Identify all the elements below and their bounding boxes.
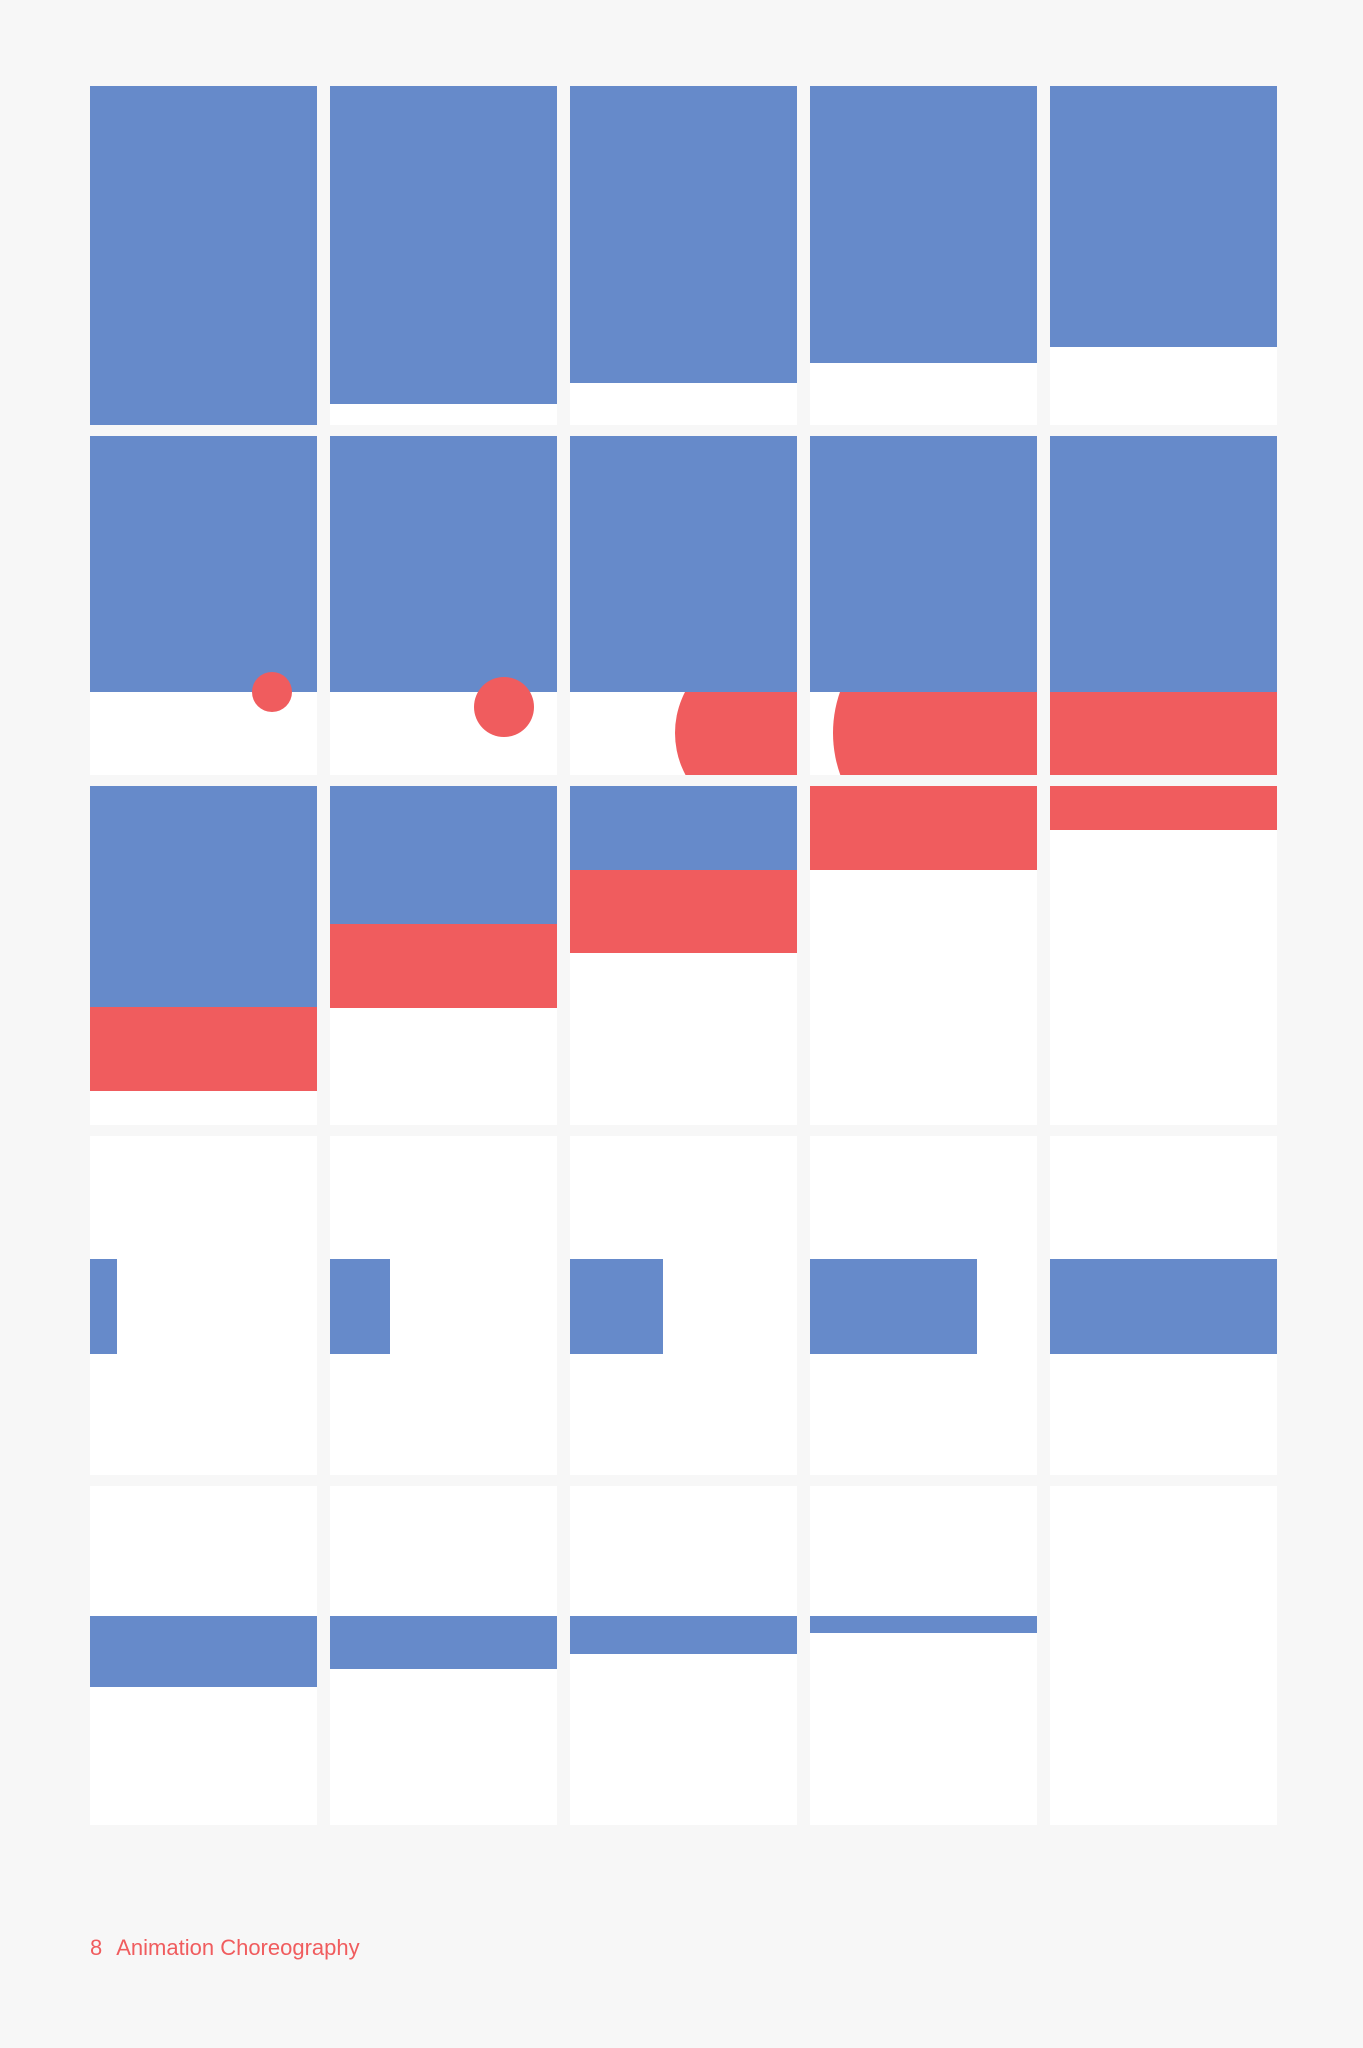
- blue-panel: [90, 436, 317, 692]
- frame-r2-c5: [1050, 436, 1277, 775]
- frame-r1-c5: [1050, 86, 1277, 425]
- frame-r2-c4: [810, 436, 1037, 775]
- frame-r5-c1: [90, 1486, 317, 1825]
- frame-r1-c4: [810, 86, 1037, 425]
- frame-r4-c3: [570, 1136, 797, 1475]
- frame-r4-c1: [90, 1136, 317, 1475]
- red-panel: [1050, 786, 1277, 830]
- blue-panel: [570, 436, 797, 692]
- frame-r2-c1: [90, 436, 317, 775]
- frame-r5-c4: [810, 1486, 1037, 1825]
- red-panel: [90, 1007, 317, 1091]
- red-circle: [252, 672, 292, 712]
- frame-r4-c4: [810, 1136, 1037, 1475]
- frame-r3-c2: [330, 786, 557, 1125]
- blue-panel: [810, 86, 1037, 363]
- frame-r1-c3: [570, 86, 797, 425]
- frame-r4-c2: [330, 1136, 557, 1475]
- blue-panel: [330, 786, 557, 924]
- blue-bar: [90, 1616, 317, 1687]
- blue-panel: [330, 436, 557, 692]
- frame-r2-c3: [570, 436, 797, 775]
- frame-r4-c5: [1050, 1136, 1277, 1475]
- frame-r3-c4: [810, 786, 1037, 1125]
- frame-r5-c5: [1050, 1486, 1277, 1825]
- blue-panel: [810, 436, 1037, 692]
- blue-panel: [570, 786, 797, 870]
- blue-bar: [810, 1616, 1037, 1633]
- page-number: 8: [90, 1935, 103, 1960]
- blue-panel: [1050, 436, 1277, 692]
- frame-r5-c2: [330, 1486, 557, 1825]
- blue-panel: [90, 86, 317, 425]
- frame-r3-c5: [1050, 786, 1277, 1125]
- red-panel: [570, 870, 797, 953]
- red-panel: [330, 924, 557, 1008]
- red-panel: [1050, 692, 1277, 775]
- page-footer: 8 Animation Choreography: [90, 1935, 360, 1961]
- blue-bar: [810, 1259, 977, 1354]
- frame-r3-c3: [570, 786, 797, 1125]
- frame-r2-c2: [330, 436, 557, 775]
- blue-bar: [330, 1259, 390, 1354]
- chapter-title: Animation Choreography: [116, 1935, 360, 1960]
- blue-panel: [570, 86, 797, 383]
- frame-r5-c3: [570, 1486, 797, 1825]
- blue-bar: [330, 1616, 557, 1669]
- red-circle: [474, 677, 534, 737]
- blue-panel: [90, 786, 317, 1007]
- blue-bar: [570, 1616, 797, 1654]
- blue-panel: [330, 86, 557, 404]
- red-panel: [810, 786, 1037, 870]
- blue-bar: [570, 1259, 663, 1354]
- blue-bar: [1050, 1259, 1277, 1354]
- blue-bar: [90, 1259, 117, 1354]
- blue-panel: [1050, 86, 1277, 347]
- frame-r1-c2: [330, 86, 557, 425]
- frame-r3-c1: [90, 786, 317, 1125]
- frame-r1-c1: [90, 86, 317, 425]
